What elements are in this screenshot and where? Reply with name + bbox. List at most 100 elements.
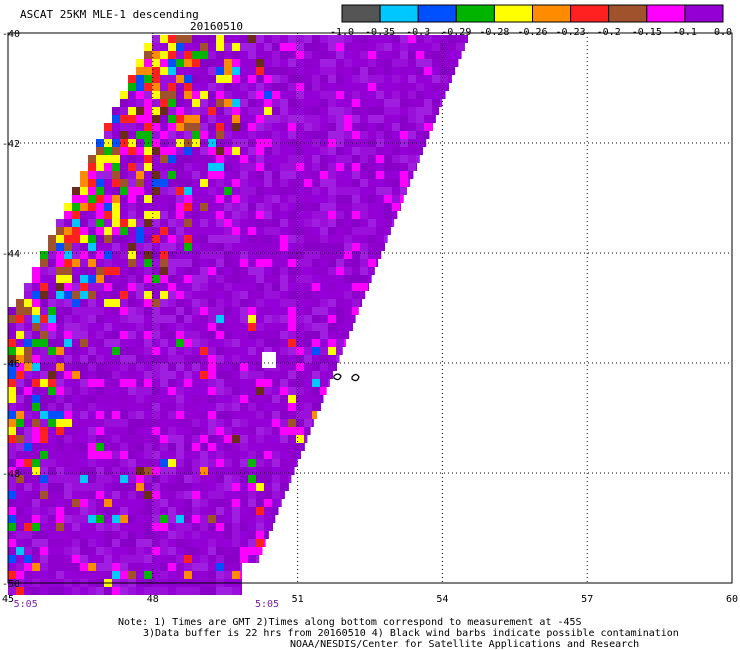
swath-cell xyxy=(128,411,136,419)
swath-cell xyxy=(272,131,280,139)
swath-cell xyxy=(272,219,280,227)
swath-cell xyxy=(272,507,279,515)
swath-cell xyxy=(152,163,160,171)
swath-cell xyxy=(168,355,176,363)
swath-cell xyxy=(16,531,24,539)
swath-cell xyxy=(312,379,320,387)
swath-cell xyxy=(80,339,88,347)
swath-cell xyxy=(256,291,264,299)
swath-cell xyxy=(168,307,176,315)
swath-cell xyxy=(320,179,328,187)
swath-cell xyxy=(264,419,272,427)
swath-cell xyxy=(264,483,272,491)
swath-cell xyxy=(240,555,248,563)
swath-cell xyxy=(112,163,120,171)
swath-cell xyxy=(376,123,384,131)
swath-cell xyxy=(128,491,136,499)
swath-cell xyxy=(272,387,280,395)
swath-cell xyxy=(232,267,240,275)
swath-cell xyxy=(384,35,392,43)
swath-cell xyxy=(176,83,184,91)
swath-cell xyxy=(376,211,384,219)
swath-cell xyxy=(264,75,272,83)
swath-cell xyxy=(160,379,168,387)
swath-cell xyxy=(376,75,384,83)
swath-cell xyxy=(88,507,96,515)
swath-cell xyxy=(152,155,160,163)
swath-cell xyxy=(24,419,32,427)
swath-cell xyxy=(152,51,160,59)
swath-cell xyxy=(24,411,32,419)
swath-cell xyxy=(8,419,16,427)
swath-cell xyxy=(192,547,200,555)
swath-cell xyxy=(240,339,248,347)
swath-cell xyxy=(368,99,376,107)
swath-cell xyxy=(400,147,408,155)
swath-cell xyxy=(304,339,312,347)
swath-cell xyxy=(208,339,216,347)
swath-cell xyxy=(328,115,336,123)
swath-cell xyxy=(104,219,112,227)
swath-cell xyxy=(112,435,120,443)
swath-cell xyxy=(368,35,376,43)
swath-cell xyxy=(224,187,232,195)
swath-cell xyxy=(376,243,384,251)
swath-cell xyxy=(160,211,168,219)
swath-cell xyxy=(200,43,208,51)
swath-cell xyxy=(80,243,88,251)
swath-cell xyxy=(72,555,80,563)
swath-cell xyxy=(376,259,379,267)
swath-cell xyxy=(232,555,240,563)
swath-cell xyxy=(184,459,192,467)
swath-cell xyxy=(40,563,48,571)
swath-cell xyxy=(152,187,160,195)
swath-cell xyxy=(320,123,328,131)
swath-cell xyxy=(304,179,312,187)
swath-cell xyxy=(24,347,32,355)
swath-cell xyxy=(360,107,368,115)
swath-cell xyxy=(112,187,120,195)
swath-cell xyxy=(144,515,152,523)
swath-cell xyxy=(312,163,320,171)
swath-cell xyxy=(64,483,72,491)
swath-cell xyxy=(32,403,40,411)
swath-cell xyxy=(200,419,208,427)
swath-cell xyxy=(216,443,224,451)
swath-cell xyxy=(320,91,328,99)
swath-cell xyxy=(248,67,256,75)
swath-cell xyxy=(216,571,224,579)
swath-cell xyxy=(168,275,176,283)
swath-cell xyxy=(120,155,128,163)
swath-cell xyxy=(104,523,112,531)
swath-cell xyxy=(376,115,384,123)
swath-cell xyxy=(296,91,304,99)
swath-cell xyxy=(48,403,56,411)
swath-cell xyxy=(128,451,136,459)
swath-cell xyxy=(224,563,232,571)
swath-cell xyxy=(352,147,360,155)
swath-cell xyxy=(136,147,144,155)
swath-cell xyxy=(272,515,276,523)
swath-cell xyxy=(48,307,56,315)
swath-cell xyxy=(232,307,240,315)
swath-cell xyxy=(176,275,184,283)
swath-cell xyxy=(96,499,104,507)
swath-cell xyxy=(288,99,296,107)
swath-cell xyxy=(304,43,312,51)
swath-cell xyxy=(216,35,224,43)
swath-cell xyxy=(264,171,272,179)
swath-cell xyxy=(152,419,160,427)
swath-cell xyxy=(56,443,64,451)
swath-cell xyxy=(232,43,240,51)
swath-cell xyxy=(248,227,256,235)
swath-cell xyxy=(144,75,152,83)
swath-cell xyxy=(184,155,192,163)
swath-cell xyxy=(88,195,96,203)
swath-cell xyxy=(112,315,120,323)
swath-cell xyxy=(288,107,296,115)
swath-cell xyxy=(336,43,344,51)
swath-cell xyxy=(376,51,384,59)
swath-cell xyxy=(160,483,168,491)
swath-cell xyxy=(224,483,232,491)
swath-cell xyxy=(288,179,296,187)
